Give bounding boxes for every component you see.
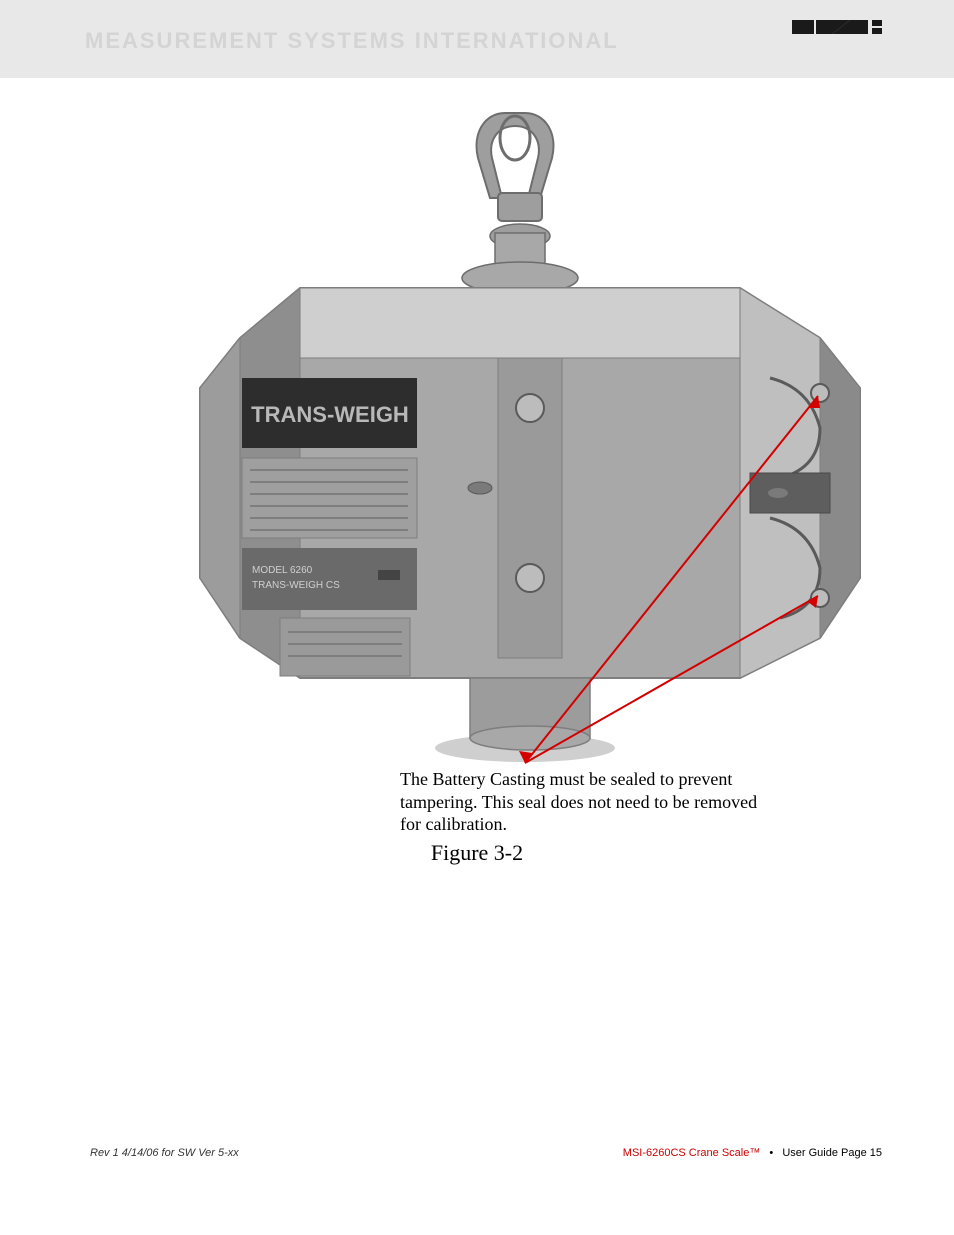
scale-body: TRANS-WEIGH MODEL 6260 TRANS-WEIGH CS bbox=[200, 288, 860, 750]
msi-logo bbox=[792, 18, 882, 52]
footer-separator: • bbox=[769, 1147, 773, 1159]
figure-number: Figure 3-2 bbox=[0, 840, 954, 866]
footer-revision: Rev 1 4/14/06 for SW Ver 5-xx bbox=[90, 1147, 239, 1159]
company-name: MEASUREMENT SYSTEMS INTERNATIONAL bbox=[85, 28, 619, 54]
footer-product: MSI-6260CS Crane Scale™ bbox=[623, 1147, 761, 1159]
page-header: MEASUREMENT SYSTEMS INTERNATIONAL bbox=[0, 0, 954, 78]
model-line2: TRANS-WEIGH CS bbox=[252, 580, 340, 591]
device-illustration: TRANS-WEIGH MODEL 6260 TRANS-WEIGH CS bbox=[180, 78, 870, 768]
shackle bbox=[462, 113, 578, 294]
footer-tail: User Guide Page 15 bbox=[782, 1147, 882, 1159]
figure-container: TRANS-WEIGH MODEL 6260 TRANS-WEIGH CS bbox=[180, 78, 870, 838]
model-line1: MODEL 6260 bbox=[252, 565, 313, 576]
brand-text: TRANS-WEIGH bbox=[251, 402, 409, 427]
footer-right: MSI-6260CS Crane Scale™ • User Guide Pag… bbox=[623, 1147, 882, 1159]
figure-caption: The Battery Casting must be sealed to pr… bbox=[400, 768, 780, 836]
